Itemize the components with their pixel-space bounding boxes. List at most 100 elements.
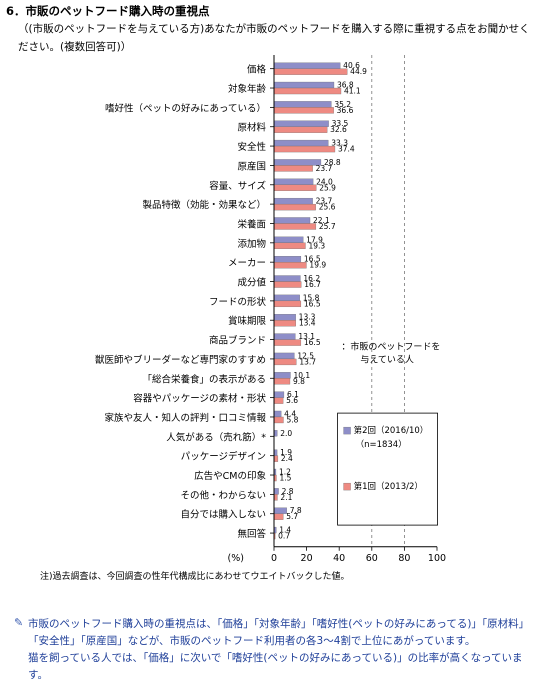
data-label: 16.5 xyxy=(304,338,321,347)
summary-note: 市販のペットフード購入時の重視点は、「価格」「対象年齢」「嗜好性(ペットの好みに… xyxy=(28,616,528,684)
data-label: 13.1 xyxy=(298,332,315,341)
summary-line-2: 猫を飼っている人では、「価格」に次いで「嗜好性(ペットの好みにあっている)」の比… xyxy=(28,652,523,681)
x-tick-label: 100 xyxy=(428,553,446,564)
data-label: 25.6 xyxy=(319,203,336,212)
bar xyxy=(273,203,316,211)
bar xyxy=(273,120,329,127)
category-label: 「総合栄養食」の表示がある xyxy=(142,373,266,385)
legend-box xyxy=(337,412,438,526)
bar xyxy=(273,242,306,249)
question-text: （(市販のペットフードを与えている方)あなたが市販のペットフードを購入する際に重… xyxy=(18,23,530,53)
data-label: 13.7 xyxy=(299,357,316,366)
bar xyxy=(273,372,291,379)
bar xyxy=(273,339,302,346)
category-label: 製品特徴（効能・効果など） xyxy=(142,199,266,211)
page-heading: 6．市販のペットフード購入時の重視点 xyxy=(6,4,210,18)
data-label: 16.2 xyxy=(303,274,320,283)
data-label: 5.8 xyxy=(286,415,298,424)
bar xyxy=(273,300,302,308)
data-label: 23.7 xyxy=(316,164,333,173)
bar xyxy=(273,294,300,302)
bar-chart: 価格 40.644.9 対象年齢 36.841.1 嗜好性（ペットの好みにあっている） 3… xyxy=(40,55,446,582)
bar xyxy=(273,507,287,514)
data-label: 1.4 xyxy=(279,526,291,535)
data-label: 7.8 xyxy=(290,506,302,515)
bar xyxy=(273,416,284,424)
x-tick-label: 60 xyxy=(366,553,378,564)
data-label: 12.5 xyxy=(297,351,314,360)
data-label: 36.8 xyxy=(337,81,354,90)
data-label: 6.1 xyxy=(287,390,299,399)
data-label: 33.3 xyxy=(331,139,348,148)
sample-note-line-2: 与えている人 xyxy=(360,354,414,365)
data-label: 28.8 xyxy=(324,158,341,167)
data-label: 22.1 xyxy=(313,216,330,225)
category-label: 嗜好性（ペットの好みにあっている） xyxy=(105,102,266,114)
category-label: 商品ブランド xyxy=(209,335,266,347)
legend-label: 第2回（2016/10） xyxy=(354,425,429,436)
data-label: 16.7 xyxy=(304,280,321,289)
bar xyxy=(273,262,307,269)
bar xyxy=(273,139,329,147)
category-label: 賞味期限 xyxy=(228,315,267,327)
category-label: 原材料 xyxy=(237,122,266,134)
legend-label: （n=1834） xyxy=(356,439,407,450)
bar xyxy=(273,410,282,418)
data-label: 25.7 xyxy=(319,222,336,231)
bar xyxy=(273,223,317,230)
legend-swatch xyxy=(343,482,351,491)
data-label: 19.3 xyxy=(308,241,325,250)
category-label: 原産国 xyxy=(237,160,266,172)
summary-line-1: 市販のペットフード購入時の重視点は、「価格」「対象年齢」「嗜好性(ペットの好みに… xyxy=(28,618,524,647)
bar xyxy=(273,217,311,224)
category-label: 容量、サイズ xyxy=(209,180,266,192)
data-label: 40.6 xyxy=(343,61,360,70)
category-label: 添加物 xyxy=(237,238,266,250)
data-label: 16.5 xyxy=(304,255,321,264)
category-label: パッケージデザイン xyxy=(181,451,266,463)
data-label: 13.4 xyxy=(299,319,316,328)
bar xyxy=(273,107,334,114)
data-label: 19.9 xyxy=(309,261,326,270)
data-label: 23.7 xyxy=(316,197,333,206)
bar xyxy=(273,494,278,501)
data-label: 0.7 xyxy=(278,532,290,541)
data-label: 36.6 xyxy=(337,106,354,115)
data-label: 37.4 xyxy=(338,145,355,154)
data-label: 35.2 xyxy=(334,100,351,109)
bar xyxy=(273,256,302,263)
legend-swatch xyxy=(343,426,351,435)
category-label: 自分では購入しない xyxy=(180,509,266,521)
data-label: 10.1 xyxy=(293,371,310,380)
bar xyxy=(273,391,285,398)
bar xyxy=(273,197,313,205)
bar xyxy=(273,513,284,520)
category-label: 成分値 xyxy=(237,277,266,289)
bar xyxy=(273,281,302,288)
bar xyxy=(273,314,296,321)
data-label: 2.8 xyxy=(282,487,294,496)
x-tick-label: 0 xyxy=(271,553,277,564)
bar xyxy=(273,275,301,282)
category-label: メーカー xyxy=(228,258,266,269)
data-label: 32.6 xyxy=(330,125,347,134)
data-label: 44.9 xyxy=(350,67,367,76)
bar xyxy=(273,333,296,340)
data-label: 33.5 xyxy=(332,119,349,128)
category-label: フードの形状 xyxy=(209,296,267,308)
x-tick-label: 20 xyxy=(301,553,313,564)
unit-label: (%) xyxy=(228,553,244,564)
data-label: 5.6 xyxy=(286,396,298,405)
category-label: 無回答 xyxy=(237,528,266,540)
category-label: 安全性 xyxy=(237,141,266,153)
data-label: 4.4 xyxy=(284,409,296,418)
category-label: 人気がある（売れ筋）* xyxy=(166,431,266,443)
bar xyxy=(273,455,279,462)
data-label: 17.9 xyxy=(306,235,323,244)
data-label: 2.4 xyxy=(281,454,293,463)
data-label: 2.0 xyxy=(280,429,292,438)
category-label: 容器やパッケージの素材・形状 xyxy=(133,393,266,405)
legend-label: 第1回（2013/2） xyxy=(354,481,423,492)
category-label: その他・わからない xyxy=(180,489,266,501)
bar xyxy=(273,68,348,75)
